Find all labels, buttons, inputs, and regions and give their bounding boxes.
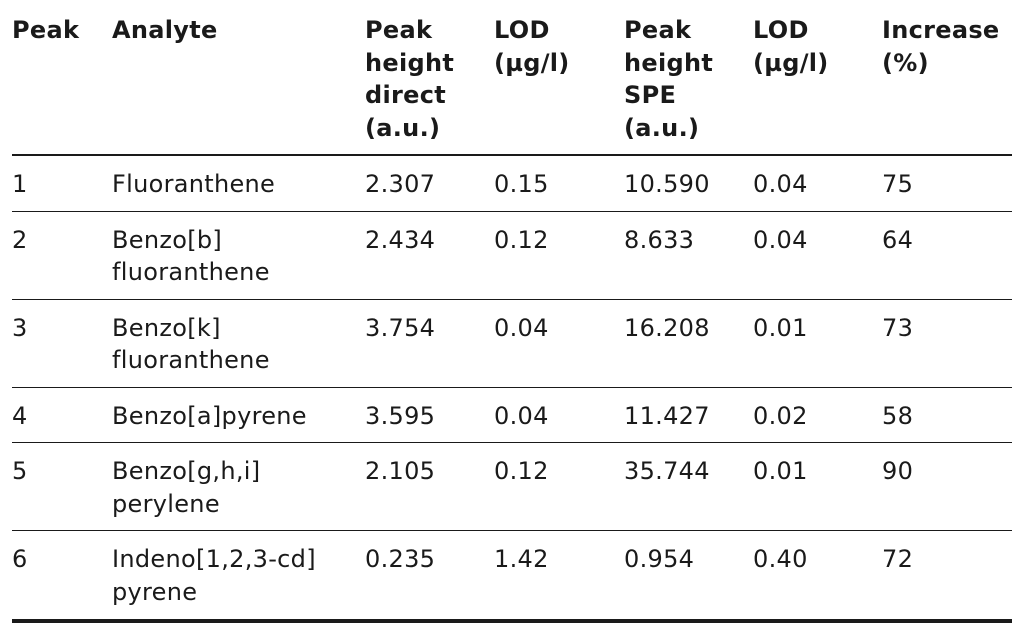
table-row: 2 Benzo[b] fluoranthene 2.434 0.12 8.633… [12,211,1012,300]
header-increase: Increase (%) [882,0,1012,156]
cell-peak-height-spe: 8.633 [624,211,753,300]
cell-peak: 5 [12,442,112,531]
cell-peak-height-direct: 2.434 [365,211,494,300]
cell-increase: 73 [882,299,1012,388]
data-table-container: Peak Analyte Peak height direct (a.u.) L… [12,0,1012,623]
cell-lod-spe: 0.40 [753,530,882,623]
table-row: 1 Fluoranthene 2.307 0.15 10.590 0.04 75 [12,155,1012,212]
cell-analyte: Benzo[k] fluoranthene [112,299,365,388]
cell-peak-height-spe: 10.590 [624,155,753,212]
cell-lod-direct: 0.04 [494,387,624,443]
cell-peak: 6 [12,530,112,623]
cell-lod-spe: 0.01 [753,299,882,388]
cell-lod-spe: 0.01 [753,442,882,531]
cell-lod-direct: 1.42 [494,530,624,623]
cell-peak-height-direct: 2.105 [365,442,494,531]
cell-peak: 3 [12,299,112,388]
header-peak-height-direct: Peak height direct (a.u.) [365,0,494,156]
header-peak-height-spe: Peak height SPE (a.u.) [624,0,753,156]
cell-lod-spe: 0.04 [753,211,882,300]
header-analyte: Analyte [112,0,365,156]
cell-lod-spe: 0.02 [753,387,882,443]
table-header-row: Peak Analyte Peak height direct (a.u.) L… [12,0,1012,156]
table-row: 4 Benzo[a]pyrene 3.595 0.04 11.427 0.02 … [12,387,1012,443]
table-row: 3 Benzo[k] fluoranthene 3.754 0.04 16.20… [12,299,1012,388]
cell-peak: 2 [12,211,112,300]
table-row: 6 Indeno[1,2,3-cd] pyrene 0.235 1.42 0.9… [12,530,1012,623]
cell-peak-height-direct: 3.754 [365,299,494,388]
cell-analyte: Fluoranthene [112,155,365,212]
analyte-lod-table: Peak Analyte Peak height direct (a.u.) L… [12,0,1012,623]
cell-lod-direct: 0.15 [494,155,624,212]
header-peak: Peak [12,0,112,156]
cell-analyte: Indeno[1,2,3-cd] pyrene [112,530,365,623]
cell-peak-height-direct: 3.595 [365,387,494,443]
cell-increase: 64 [882,211,1012,300]
header-lod-spe: LOD (µg/l) [753,0,882,156]
cell-lod-spe: 0.04 [753,155,882,212]
cell-peak: 1 [12,155,112,212]
cell-peak-height-direct: 2.307 [365,155,494,212]
cell-peak-height-spe: 16.208 [624,299,753,388]
cell-lod-direct: 0.04 [494,299,624,388]
cell-increase: 58 [882,387,1012,443]
cell-increase: 75 [882,155,1012,212]
cell-peak-height-spe: 11.427 [624,387,753,443]
cell-increase: 72 [882,530,1012,623]
cell-lod-direct: 0.12 [494,211,624,300]
cell-peak-height-spe: 0.954 [624,530,753,623]
cell-increase: 90 [882,442,1012,531]
cell-analyte: Benzo[a]pyrene [112,387,365,443]
cell-analyte: Benzo[b] fluoranthene [112,211,365,300]
cell-peak-height-spe: 35.744 [624,442,753,531]
table-row: 5 Benzo[g,h,i] perylene 2.105 0.12 35.74… [12,442,1012,531]
header-lod-direct: LOD (µg/l) [494,0,624,156]
cell-peak-height-direct: 0.235 [365,530,494,623]
cell-analyte: Benzo[g,h,i] perylene [112,442,365,531]
cell-peak: 4 [12,387,112,443]
cell-lod-direct: 0.12 [494,442,624,531]
